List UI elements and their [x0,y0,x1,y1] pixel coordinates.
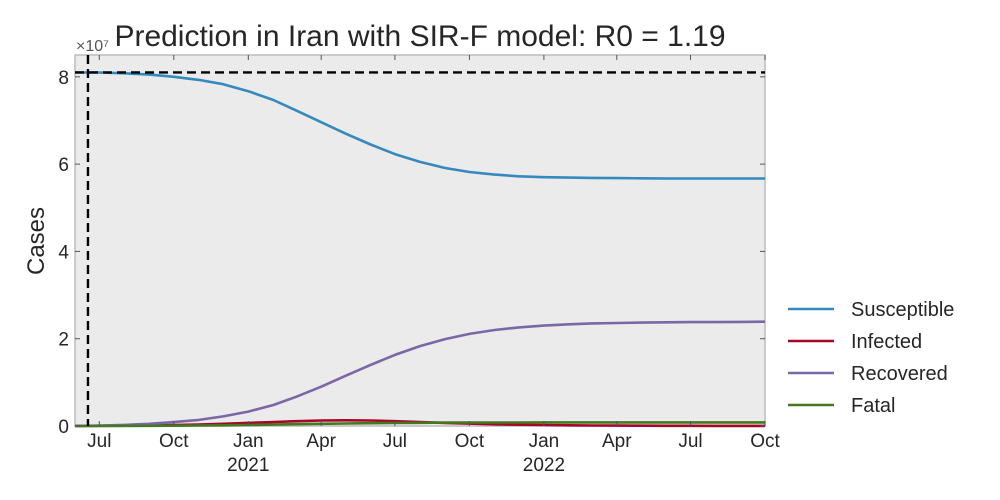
series-line-recovered [74,320,766,428]
legend-label-fatal: Fatal [851,395,895,417]
chart-title: Prediction in Iran with SIR-F model: R0 … [114,20,725,53]
legend-label-infected: Infected [851,331,922,353]
x-axis: Jul Oct Jan 2021 Apr Jul Oct Jan 2022 Apr Jul Oct [87,55,780,476]
x-tick-label: Jan [529,431,560,452]
y-tick-label: 6 [58,155,69,176]
legend-label-susceptible: Susceptible [851,299,954,321]
x-tick-year-label: 2021 [227,455,269,476]
y-tick-label: 0 [58,417,69,438]
plot-area [74,54,766,427]
y-tick-label: 2 [58,330,69,351]
x-tick-label: Jul [678,431,702,452]
x-tick-label: Oct [455,431,485,452]
y-tick-label: 8 [58,68,69,89]
y-axis: 0 2 4 6 8 [58,68,765,438]
x-tick-label: Jan [233,431,264,452]
y-axis-label: Cases [23,207,50,275]
x-tick-label: Oct [750,431,780,452]
x-tick-label: Jul [383,431,407,452]
series-line-susceptible [75,71,765,180]
x-tick-label: Apr [602,431,632,452]
series-layer [74,71,766,428]
x-tick-label: Jul [87,431,111,452]
y-tick-label: 4 [58,242,69,263]
x-tick-label: Oct [159,431,189,452]
legend-label-recovered: Recovered [851,363,948,385]
legend: Susceptible Infected Recovered Fatal [788,299,954,417]
reference-lines [75,55,765,426]
x-tick-year-label: 2022 [523,455,565,476]
series-line-fatal [75,421,765,428]
x-tick-label: Apr [306,431,336,452]
y-scale-label: ×10⁷ [76,38,109,55]
